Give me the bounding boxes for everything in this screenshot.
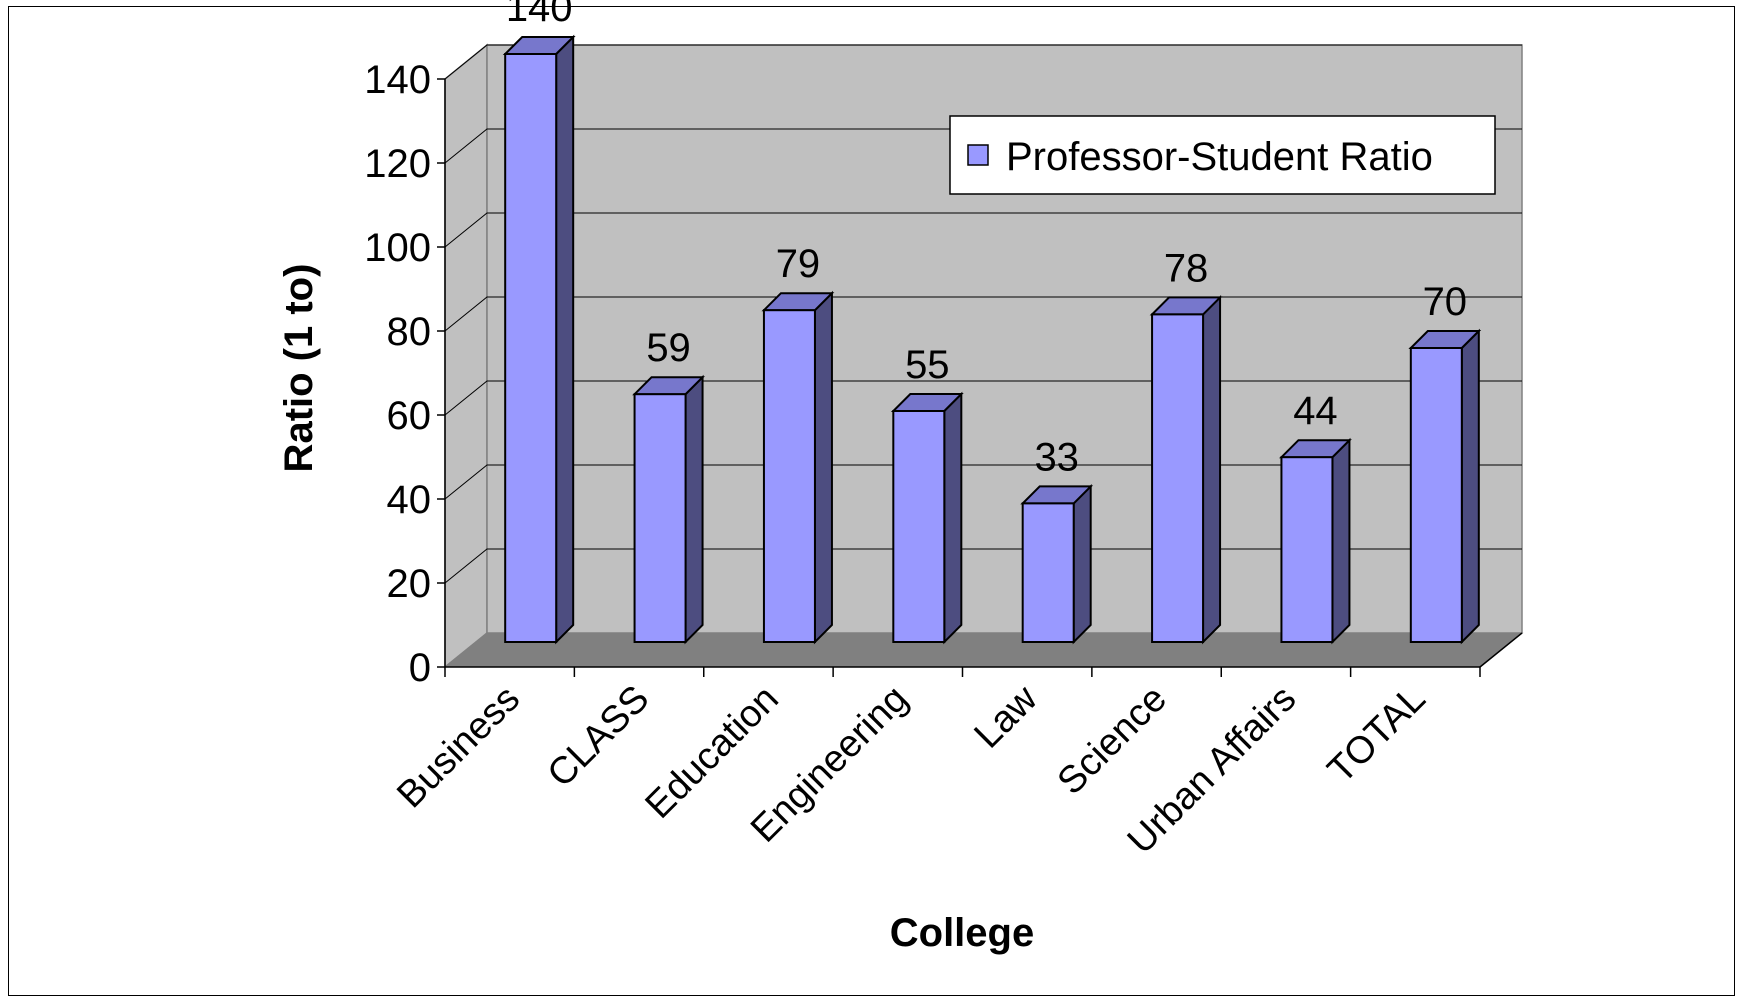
y-tick-label: 120 — [364, 142, 431, 186]
floor-edge — [1479, 632, 1523, 668]
bar-side — [1202, 294, 1222, 645]
axes — [437, 78, 1523, 677]
bar-series — [502, 34, 1482, 645]
legend-swatch — [967, 144, 989, 166]
x-tick-label: Business — [389, 678, 528, 817]
y-tick-label: 80 — [387, 310, 432, 354]
gridline — [444, 44, 1522, 80]
bar-front — [1280, 456, 1334, 644]
x-tick-label: CLASS — [540, 678, 658, 796]
data-label: 140 — [506, 0, 573, 30]
x-tick-label: TOTAL — [1320, 678, 1434, 792]
y-tick-label: 40 — [387, 478, 432, 522]
legend: Professor-Student Ratio — [949, 115, 1496, 195]
data-labels: 140 59 79 55 33 78 44 70 — [506, 0, 1467, 479]
y-tick-label: 20 — [387, 562, 432, 606]
bar-class — [632, 374, 705, 645]
bar-side — [1460, 328, 1480, 645]
data-label: 78 — [1164, 246, 1209, 290]
y-tick-label: 60 — [387, 394, 432, 438]
bar-side — [1331, 437, 1351, 645]
bar-side — [555, 34, 575, 645]
bar-front — [1021, 502, 1075, 643]
bar-urban-affairs — [1279, 437, 1352, 645]
bar-side — [684, 374, 704, 645]
bar-education — [761, 290, 835, 645]
x-tick-label: Science — [1050, 678, 1175, 803]
y-axis-title: Ratio (1 to) — [277, 264, 321, 473]
data-label: 33 — [1034, 435, 1079, 479]
bar-front — [1151, 313, 1205, 643]
x-tick-label: Law — [967, 677, 1046, 756]
y-tick-label: 100 — [364, 226, 431, 270]
bar-side — [943, 391, 963, 645]
bar-front — [762, 309, 816, 643]
bar-front — [892, 410, 946, 643]
bar-engineering — [890, 391, 964, 645]
y-tick-labels: 0 20 40 60 80 100 120 140 — [364, 58, 431, 690]
gridline — [444, 212, 1522, 248]
bar-business — [502, 34, 576, 645]
side-wall — [444, 43, 488, 669]
bar-front — [504, 53, 558, 643]
x-axis-title: College — [890, 911, 1034, 955]
data-label: 44 — [1293, 389, 1338, 433]
legend-box — [949, 115, 1496, 195]
data-label: 79 — [776, 242, 821, 286]
data-label: 70 — [1423, 280, 1468, 324]
legend-label: Professor-Student Ratio — [1006, 135, 1433, 179]
data-label: 59 — [646, 326, 691, 370]
bar-science — [1149, 294, 1223, 645]
y-tick-label: 0 — [409, 646, 431, 690]
bar-front — [1409, 347, 1463, 643]
data-label: 55 — [905, 343, 950, 387]
bar-front — [633, 393, 687, 644]
y-tick-label: 140 — [364, 58, 431, 102]
bar-total — [1408, 328, 1482, 645]
bar-side — [813, 290, 833, 645]
bar-side — [1072, 483, 1092, 645]
bar-law — [1020, 483, 1094, 645]
floor — [443, 632, 1524, 668]
